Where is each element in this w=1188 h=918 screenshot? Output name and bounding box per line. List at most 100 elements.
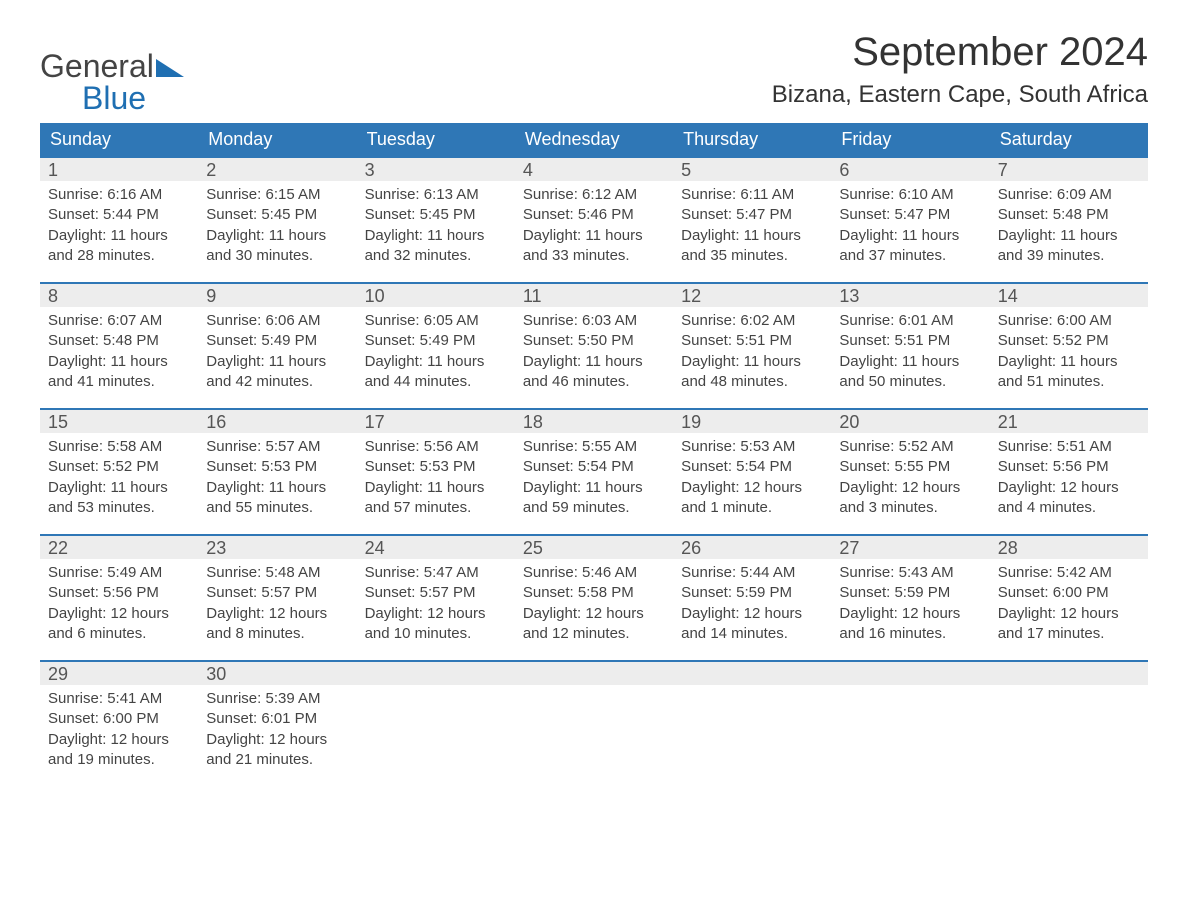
sunset-text: Sunset: 5:53 PM bbox=[206, 457, 348, 477]
sunrise-text: Sunrise: 6:16 AM bbox=[48, 185, 190, 205]
daylight-text: Daylight: 11 hours and 39 minutes. bbox=[998, 226, 1140, 267]
day-number: 30 bbox=[198, 662, 356, 685]
sunset-text: Sunset: 5:45 PM bbox=[206, 205, 348, 225]
day-number: 21 bbox=[990, 410, 1148, 433]
day-cell: 11Sunrise: 6:03 AMSunset: 5:50 PMDayligh… bbox=[515, 284, 673, 394]
day-cell: 29Sunrise: 5:41 AMSunset: 6:00 PMDayligh… bbox=[40, 662, 198, 772]
sunset-text: Sunset: 5:54 PM bbox=[523, 457, 665, 477]
sunset-text: Sunset: 5:59 PM bbox=[681, 583, 823, 603]
week-row: 15Sunrise: 5:58 AMSunset: 5:52 PMDayligh… bbox=[40, 408, 1148, 520]
weeks-container: 1Sunrise: 6:16 AMSunset: 5:44 PMDaylight… bbox=[40, 156, 1148, 772]
daylight-text: Daylight: 11 hours and 55 minutes. bbox=[206, 478, 348, 519]
day-number: 25 bbox=[515, 536, 673, 559]
day-body: Sunrise: 5:42 AMSunset: 6:00 PMDaylight:… bbox=[990, 559, 1148, 644]
day-cell: 25Sunrise: 5:46 AMSunset: 5:58 PMDayligh… bbox=[515, 536, 673, 646]
brand-word-1: General bbox=[40, 48, 154, 84]
day-header-saturday: Saturday bbox=[990, 123, 1148, 156]
daylight-text: Daylight: 11 hours and 51 minutes. bbox=[998, 352, 1140, 393]
daylight-text: Daylight: 11 hours and 57 minutes. bbox=[365, 478, 507, 519]
daylight-text: Daylight: 12 hours and 3 minutes. bbox=[839, 478, 981, 519]
day-header-sunday: Sunday bbox=[40, 123, 198, 156]
day-header-friday: Friday bbox=[831, 123, 989, 156]
daylight-text: Daylight: 11 hours and 37 minutes. bbox=[839, 226, 981, 267]
day-header-row: SundayMondayTuesdayWednesdayThursdayFrid… bbox=[40, 123, 1148, 156]
day-number: 24 bbox=[357, 536, 515, 559]
day-body bbox=[515, 685, 673, 700]
day-number: 4 bbox=[515, 158, 673, 181]
day-cell: 14Sunrise: 6:00 AMSunset: 5:52 PMDayligh… bbox=[990, 284, 1148, 394]
day-body: Sunrise: 5:51 AMSunset: 5:56 PMDaylight:… bbox=[990, 433, 1148, 518]
daylight-text: Daylight: 12 hours and 14 minutes. bbox=[681, 604, 823, 645]
sunset-text: Sunset: 5:46 PM bbox=[523, 205, 665, 225]
day-body: Sunrise: 6:11 AMSunset: 5:47 PMDaylight:… bbox=[673, 181, 831, 266]
week-row: 22Sunrise: 5:49 AMSunset: 5:56 PMDayligh… bbox=[40, 534, 1148, 646]
sunrise-text: Sunrise: 6:10 AM bbox=[839, 185, 981, 205]
day-body: Sunrise: 6:06 AMSunset: 5:49 PMDaylight:… bbox=[198, 307, 356, 392]
location: Bizana, Eastern Cape, South Africa bbox=[772, 81, 1148, 109]
day-number: 1 bbox=[40, 158, 198, 181]
day-number: 28 bbox=[990, 536, 1148, 559]
sunset-text: Sunset: 5:51 PM bbox=[839, 331, 981, 351]
day-body: Sunrise: 5:55 AMSunset: 5:54 PMDaylight:… bbox=[515, 433, 673, 518]
sunset-text: Sunset: 5:57 PM bbox=[365, 583, 507, 603]
sunrise-text: Sunrise: 5:56 AM bbox=[365, 437, 507, 457]
sunrise-text: Sunrise: 6:15 AM bbox=[206, 185, 348, 205]
sunset-text: Sunset: 5:51 PM bbox=[681, 331, 823, 351]
daylight-text: Daylight: 12 hours and 8 minutes. bbox=[206, 604, 348, 645]
sunset-text: Sunset: 5:49 PM bbox=[206, 331, 348, 351]
day-body: Sunrise: 6:09 AMSunset: 5:48 PMDaylight:… bbox=[990, 181, 1148, 266]
day-number: 13 bbox=[831, 284, 989, 307]
day-number: 18 bbox=[515, 410, 673, 433]
day-body: Sunrise: 5:52 AMSunset: 5:55 PMDaylight:… bbox=[831, 433, 989, 518]
day-cell: 15Sunrise: 5:58 AMSunset: 5:52 PMDayligh… bbox=[40, 410, 198, 520]
day-number: 29 bbox=[40, 662, 198, 685]
empty-day-cell bbox=[515, 662, 673, 772]
day-header-tuesday: Tuesday bbox=[357, 123, 515, 156]
day-cell: 22Sunrise: 5:49 AMSunset: 5:56 PMDayligh… bbox=[40, 536, 198, 646]
day-cell: 24Sunrise: 5:47 AMSunset: 5:57 PMDayligh… bbox=[357, 536, 515, 646]
day-number bbox=[515, 662, 673, 685]
day-body: Sunrise: 5:41 AMSunset: 6:00 PMDaylight:… bbox=[40, 685, 198, 770]
day-cell: 2Sunrise: 6:15 AMSunset: 5:45 PMDaylight… bbox=[198, 158, 356, 268]
day-cell: 28Sunrise: 5:42 AMSunset: 6:00 PMDayligh… bbox=[990, 536, 1148, 646]
day-cell: 8Sunrise: 6:07 AMSunset: 5:48 PMDaylight… bbox=[40, 284, 198, 394]
daylight-text: Daylight: 12 hours and 19 minutes. bbox=[48, 730, 190, 771]
sunrise-text: Sunrise: 5:41 AM bbox=[48, 689, 190, 709]
daylight-text: Daylight: 11 hours and 33 minutes. bbox=[523, 226, 665, 267]
day-cell: 6Sunrise: 6:10 AMSunset: 5:47 PMDaylight… bbox=[831, 158, 989, 268]
brand-word-2: Blue bbox=[40, 80, 146, 116]
sunrise-text: Sunrise: 5:49 AM bbox=[48, 563, 190, 583]
day-cell: 5Sunrise: 6:11 AMSunset: 5:47 PMDaylight… bbox=[673, 158, 831, 268]
sunset-text: Sunset: 5:53 PM bbox=[365, 457, 507, 477]
daylight-text: Daylight: 11 hours and 48 minutes. bbox=[681, 352, 823, 393]
day-cell: 4Sunrise: 6:12 AMSunset: 5:46 PMDaylight… bbox=[515, 158, 673, 268]
week-row: 1Sunrise: 6:16 AMSunset: 5:44 PMDaylight… bbox=[40, 156, 1148, 268]
sunrise-text: Sunrise: 5:57 AM bbox=[206, 437, 348, 457]
day-cell: 1Sunrise: 6:16 AMSunset: 5:44 PMDaylight… bbox=[40, 158, 198, 268]
page-header: GeneralBlue September 2024 Bizana, Easte… bbox=[40, 30, 1148, 115]
day-number: 2 bbox=[198, 158, 356, 181]
day-header-monday: Monday bbox=[198, 123, 356, 156]
sunrise-text: Sunrise: 6:07 AM bbox=[48, 311, 190, 331]
day-number: 27 bbox=[831, 536, 989, 559]
day-body bbox=[831, 685, 989, 700]
day-body: Sunrise: 6:03 AMSunset: 5:50 PMDaylight:… bbox=[515, 307, 673, 392]
day-number: 6 bbox=[831, 158, 989, 181]
day-body bbox=[990, 685, 1148, 700]
sunrise-text: Sunrise: 5:53 AM bbox=[681, 437, 823, 457]
day-cell: 13Sunrise: 6:01 AMSunset: 5:51 PMDayligh… bbox=[831, 284, 989, 394]
day-cell: 3Sunrise: 6:13 AMSunset: 5:45 PMDaylight… bbox=[357, 158, 515, 268]
day-number bbox=[357, 662, 515, 685]
day-number: 14 bbox=[990, 284, 1148, 307]
day-body: Sunrise: 5:58 AMSunset: 5:52 PMDaylight:… bbox=[40, 433, 198, 518]
day-cell: 17Sunrise: 5:56 AMSunset: 5:53 PMDayligh… bbox=[357, 410, 515, 520]
day-cell: 9Sunrise: 6:06 AMSunset: 5:49 PMDaylight… bbox=[198, 284, 356, 394]
sunset-text: Sunset: 5:59 PM bbox=[839, 583, 981, 603]
sunrise-text: Sunrise: 6:13 AM bbox=[365, 185, 507, 205]
daylight-text: Daylight: 11 hours and 28 minutes. bbox=[48, 226, 190, 267]
sunset-text: Sunset: 5:56 PM bbox=[48, 583, 190, 603]
day-body: Sunrise: 5:47 AMSunset: 5:57 PMDaylight:… bbox=[357, 559, 515, 644]
day-header-thursday: Thursday bbox=[673, 123, 831, 156]
day-number bbox=[831, 662, 989, 685]
day-body: Sunrise: 6:16 AMSunset: 5:44 PMDaylight:… bbox=[40, 181, 198, 266]
